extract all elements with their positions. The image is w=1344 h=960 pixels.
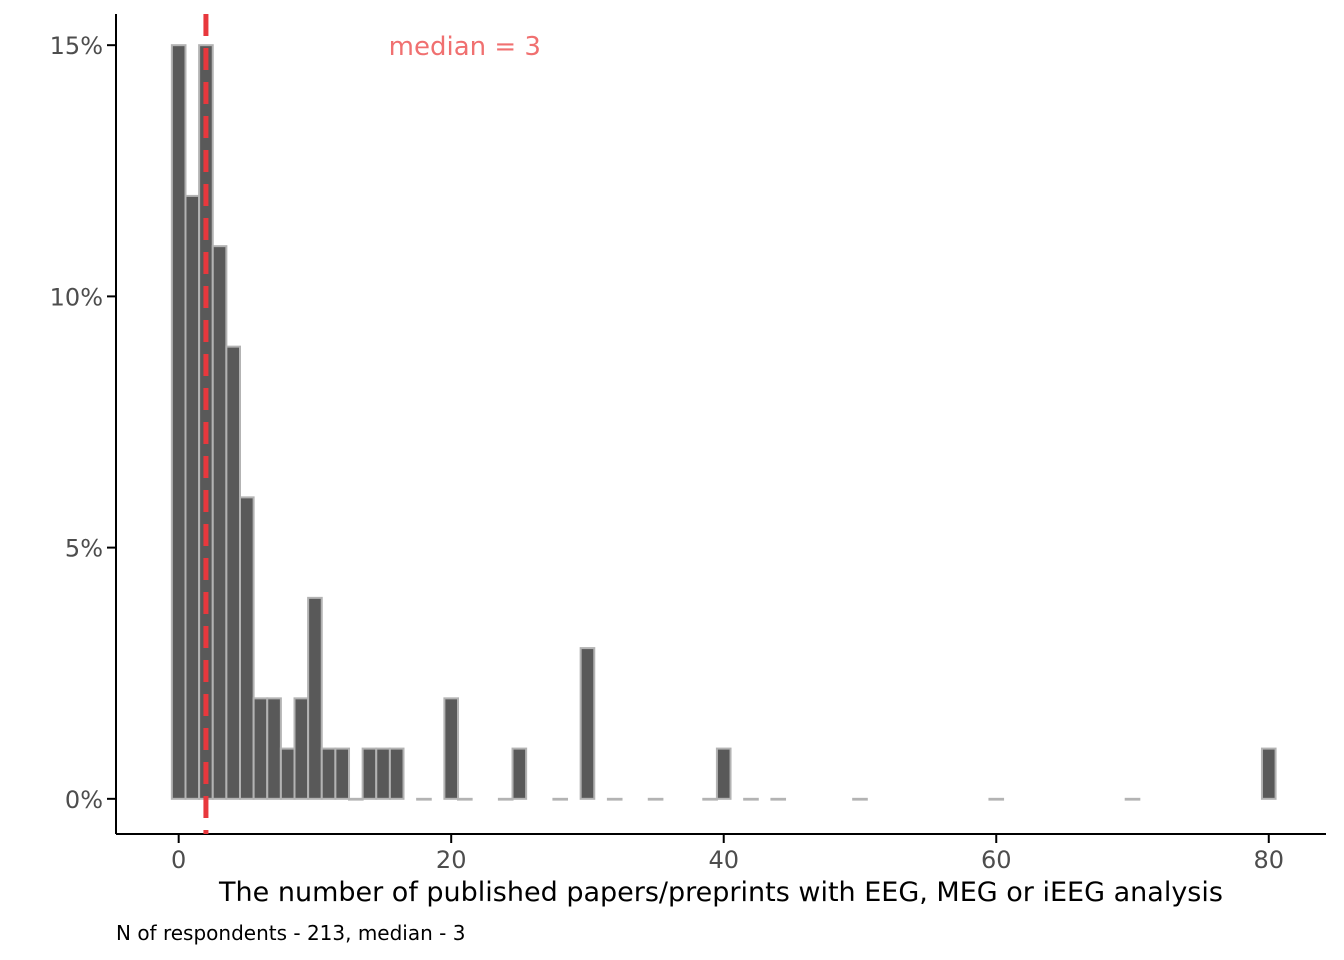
- histogram-bar: [511, 747, 528, 800]
- histogram-bar: [443, 697, 460, 800]
- histogram-bar: [497, 797, 514, 801]
- histogram-bar: [606, 797, 623, 801]
- histogram-bar: [702, 797, 718, 801]
- histogram-bar: [1124, 797, 1141, 801]
- histogram-bar: [579, 647, 596, 800]
- x-axis-title: The number of published papers/preprints…: [218, 877, 1223, 908]
- y-tick-label: 0%: [65, 786, 103, 814]
- histogram-bar: [375, 747, 391, 800]
- histogram-bar: [266, 697, 282, 800]
- histogram-bar: [320, 747, 337, 800]
- x-tick-label: 80: [1253, 846, 1284, 874]
- histogram-bar: [852, 797, 868, 801]
- x-ticks: 0 20 40 60 80: [171, 834, 1284, 874]
- y-tick-label: 5%: [65, 535, 103, 563]
- histogram-bar: [361, 747, 378, 800]
- histogram-bar: [348, 797, 364, 801]
- bars-layer: [170, 44, 1277, 801]
- x-tick-label: 60: [981, 846, 1012, 874]
- histogram-bar: [770, 797, 787, 801]
- histogram-bar: [184, 194, 201, 800]
- histogram-bar: [170, 44, 187, 800]
- histogram-bar: [334, 747, 351, 800]
- axes-layer: [115, 14, 1326, 835]
- y-ticks: 0% 5% 10% 15%: [50, 32, 116, 814]
- histogram-bar: [252, 697, 269, 800]
- histogram-bar: [743, 797, 759, 801]
- histogram-bar: [416, 797, 432, 801]
- histogram-bar: [552, 797, 569, 801]
- histogram-bar: [211, 245, 228, 800]
- x-tick-label: 20: [436, 846, 467, 874]
- histogram-bar: [388, 747, 405, 800]
- histogram-bar: [293, 697, 310, 800]
- histogram-bar: [238, 496, 255, 800]
- median-label: median = 3: [389, 32, 541, 62]
- histogram-bar: [307, 596, 323, 800]
- x-tick-label: 40: [708, 846, 739, 874]
- histogram-bar: [225, 345, 241, 800]
- histogram-bar: [457, 797, 473, 801]
- y-tick-label: 15%: [50, 32, 103, 60]
- x-tick-label: 0: [171, 846, 186, 874]
- histogram-bar: [279, 747, 296, 800]
- histogram-bar: [988, 797, 1005, 801]
- y-tick-label: 10%: [50, 283, 103, 311]
- histogram-bar: [647, 797, 664, 801]
- chart-caption: N of respondents - 213, median - 3: [116, 921, 465, 945]
- histogram-bar: [715, 747, 732, 800]
- histogram-bar: [1260, 747, 1277, 800]
